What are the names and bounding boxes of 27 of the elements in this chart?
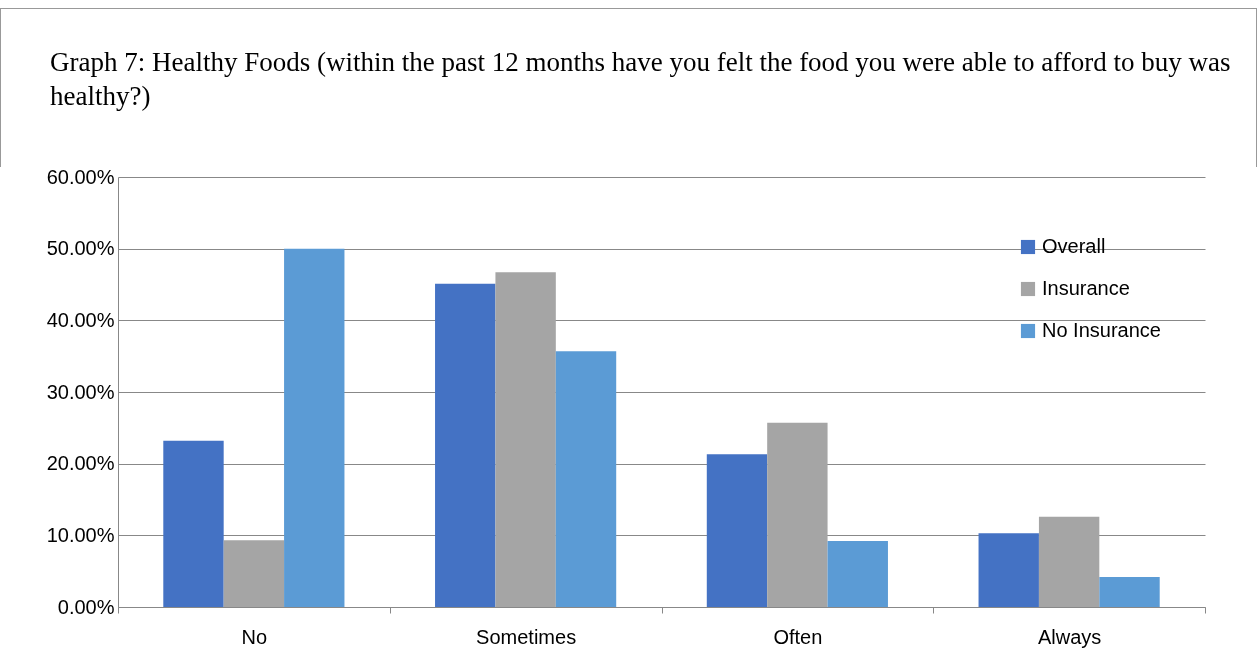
bar — [555, 351, 617, 607]
bar — [163, 440, 224, 607]
x-tick-label: Often — [773, 625, 823, 648]
bar — [978, 533, 1039, 607]
y-tick-label: 0.00% — [57, 595, 115, 618]
bar — [223, 540, 285, 607]
y-tick-label: 10.00% — [46, 523, 115, 546]
bar — [435, 283, 496, 607]
x-tick-label: Always — [1037, 625, 1102, 648]
y-tick-label: 30.00% — [46, 380, 115, 403]
bar — [767, 422, 828, 607]
bar — [827, 541, 888, 607]
bar — [1038, 516, 1100, 607]
x-tick-label: Sometimes — [476, 625, 577, 648]
legend-label: Overall — [1042, 235, 1106, 257]
y-tick-label: 60.00% — [46, 165, 115, 188]
x-tick-label: No — [241, 625, 268, 648]
y-tick-label: 20.00% — [46, 452, 115, 475]
bar — [1099, 576, 1160, 607]
y-tick-label: 40.00% — [46, 308, 115, 331]
legend-label: Insurance — [1042, 277, 1130, 299]
bar — [284, 248, 345, 607]
bar — [495, 272, 556, 607]
chart-title: Graph 7: Healthy Foods (within the past 12 months have you felt the food you were able to afford to buy was healthy?) — [50, 46, 1232, 113]
y-tick-label: 50.00% — [46, 237, 115, 260]
legend-label: No Insurance — [1042, 319, 1161, 341]
bar — [706, 454, 768, 607]
